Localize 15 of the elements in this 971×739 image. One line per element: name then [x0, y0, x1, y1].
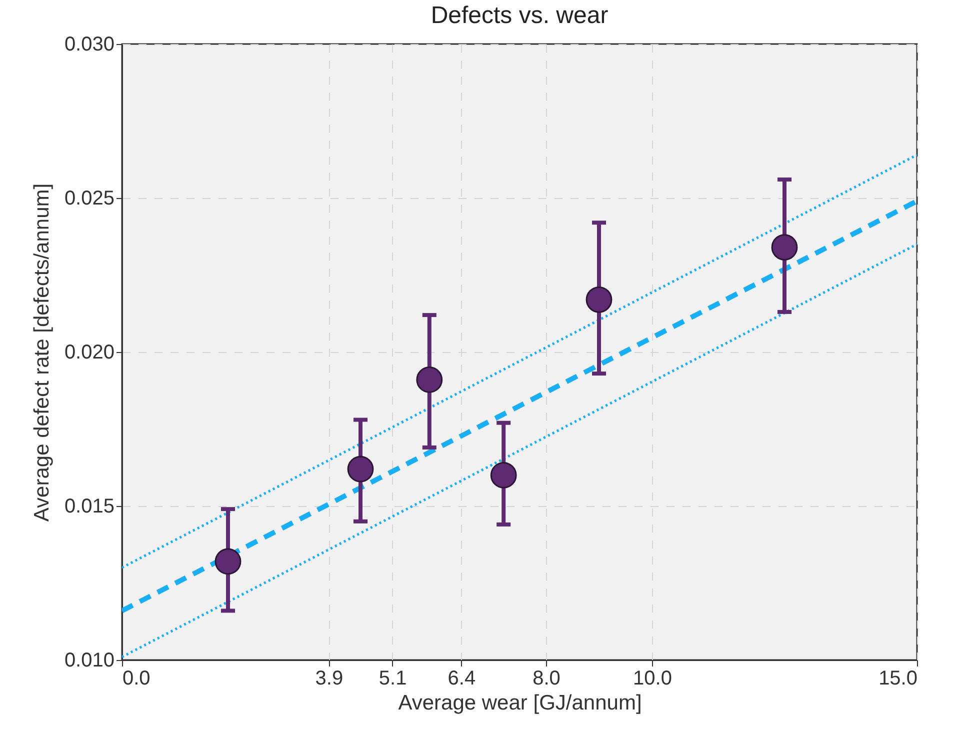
y-tick-label: 0.015 [64, 496, 114, 518]
y-tick-label: 0.010 [64, 650, 114, 672]
x-tick-label: 5.1 [378, 668, 407, 690]
x-axis-title: Average wear [GJ/annum] [398, 692, 642, 714]
x-tick-label: 8.0 [532, 668, 560, 690]
y-tick-label: 0.025 [64, 188, 114, 210]
x-tick-label: 0.0 [122, 668, 150, 690]
y-tick-label: 0.020 [64, 342, 114, 364]
x-tick-label: 3.9 [315, 668, 344, 690]
y-tick-label: 0.030 [64, 34, 114, 56]
x-tick-label: 6.4 [448, 668, 476, 690]
x-tick-label: 10.0 [633, 668, 672, 690]
x-tick-label: 15.0 [878, 668, 918, 690]
y-axis-title: Average defect rate [defects/annum] [30, 183, 54, 522]
chart-title: Defects vs. wear [430, 2, 608, 29]
